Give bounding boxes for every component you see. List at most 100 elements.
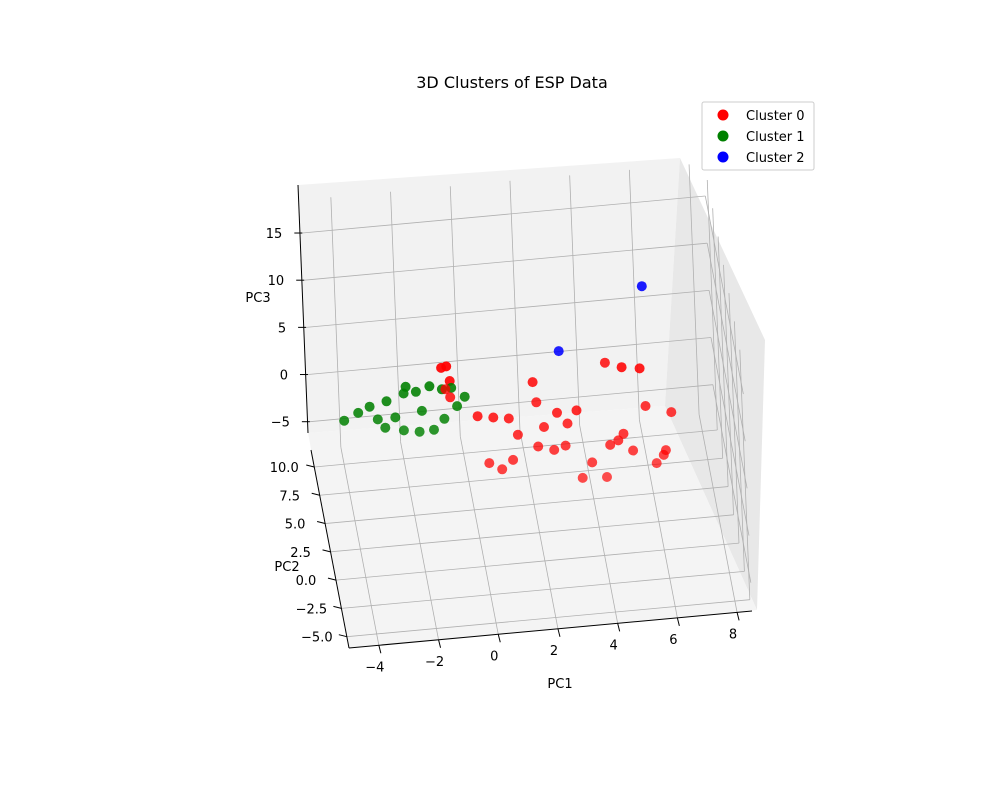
point-cluster-0 bbox=[571, 405, 582, 416]
z-grid-side bbox=[706, 243, 746, 442]
right-pane bbox=[665, 158, 765, 610]
point-cluster-0 bbox=[436, 362, 447, 373]
point-cluster-0 bbox=[562, 418, 573, 429]
z-grid-back bbox=[307, 337, 712, 375]
y-tick-label: 2.5 bbox=[290, 546, 311, 561]
x-tick bbox=[378, 645, 382, 654]
x-tick bbox=[497, 634, 501, 643]
x-grid-floor bbox=[579, 425, 619, 624]
y-grid-floor bbox=[325, 486, 729, 524]
x-tick-label: 0 bbox=[490, 649, 498, 664]
legend-label-0: Cluster 0 bbox=[746, 109, 805, 124]
point-cluster-0 bbox=[527, 377, 538, 388]
z-tick-label: 0 bbox=[280, 369, 288, 384]
x-axis-label: PC1 bbox=[547, 677, 572, 692]
floor-pane bbox=[308, 406, 757, 648]
y-axis-line bbox=[310, 449, 350, 649]
chart-title: 3D Clusters of ESP Data bbox=[416, 73, 608, 92]
x-grid-floor bbox=[519, 430, 559, 629]
point-cluster-2 bbox=[553, 346, 564, 357]
point-cluster-0 bbox=[497, 464, 508, 475]
point-cluster-1 bbox=[364, 401, 375, 412]
x-tick bbox=[676, 617, 680, 626]
x-tick bbox=[736, 612, 740, 621]
y-tick-label: 0.0 bbox=[296, 574, 317, 589]
x-grid-floor bbox=[459, 436, 499, 635]
back-pane bbox=[298, 158, 680, 433]
y-tick bbox=[338, 634, 347, 638]
point-cluster-0 bbox=[602, 472, 612, 482]
y-tick bbox=[311, 492, 320, 496]
z-grid-side bbox=[708, 290, 748, 489]
x-tick-label: 8 bbox=[729, 627, 737, 642]
legend-label-1: Cluster 1 bbox=[746, 130, 805, 145]
y-grid-floor bbox=[314, 429, 718, 468]
z-grid-side bbox=[712, 384, 752, 583]
x-grid-back bbox=[628, 169, 640, 420]
point-cluster-1 bbox=[380, 422, 391, 433]
y-tick-label: −2.5 bbox=[296, 602, 328, 617]
point-cluster-0 bbox=[488, 412, 499, 423]
tick-marks bbox=[294, 232, 740, 654]
legend: Cluster 0 Cluster 1 Cluster 2 bbox=[701, 101, 815, 171]
point-cluster-0 bbox=[512, 429, 523, 440]
y-tick-label: 5.0 bbox=[285, 518, 306, 533]
x-axis-line bbox=[348, 610, 753, 649]
legend-frame bbox=[701, 101, 815, 171]
z-axis-label: PC3 bbox=[245, 291, 270, 306]
point-cluster-1 bbox=[390, 412, 401, 423]
point-cluster-1 bbox=[414, 426, 425, 437]
point-cluster-0 bbox=[605, 439, 616, 450]
point-cluster-0 bbox=[613, 435, 624, 446]
point-cluster-2 bbox=[636, 281, 647, 292]
z-grid-back bbox=[306, 289, 710, 328]
point-cluster-1 bbox=[429, 424, 439, 435]
point-cluster-1 bbox=[410, 386, 421, 397]
y-tick bbox=[306, 464, 315, 468]
x-tick-label: −2 bbox=[425, 655, 444, 670]
point-cluster-0 bbox=[616, 362, 627, 373]
x-tick-label: 4 bbox=[610, 638, 618, 653]
point-cluster-1 bbox=[439, 413, 450, 424]
point-cluster-0 bbox=[484, 458, 495, 469]
point-cluster-1 bbox=[459, 391, 470, 402]
point-cluster-0 bbox=[539, 422, 549, 432]
x-grid-back bbox=[330, 197, 342, 448]
point-cluster-0 bbox=[666, 407, 677, 418]
point-cluster-0 bbox=[552, 407, 562, 418]
point-cluster-1 bbox=[353, 407, 364, 418]
x-tick bbox=[557, 628, 561, 637]
y-grid-floor bbox=[341, 571, 745, 609]
x-grid-back bbox=[449, 186, 461, 437]
y-tick-label: 7.5 bbox=[279, 489, 300, 504]
z-tick-label: 5 bbox=[278, 321, 286, 336]
point-cluster-1 bbox=[372, 414, 383, 425]
point-cluster-0 bbox=[658, 449, 669, 460]
y-axis-label: PC2 bbox=[274, 560, 299, 575]
z-tick-label: 10 bbox=[268, 274, 285, 289]
point-cluster-0 bbox=[549, 444, 560, 455]
z-axis-line bbox=[297, 184, 309, 434]
x-tick bbox=[617, 623, 621, 632]
x-tick-label: 2 bbox=[550, 644, 558, 659]
data-points bbox=[339, 281, 677, 483]
x-tick-label: −4 bbox=[365, 660, 384, 675]
z-tick-label: −5 bbox=[271, 416, 290, 431]
grid-lines bbox=[302, 164, 752, 646]
point-cluster-0 bbox=[472, 411, 483, 422]
point-cluster-1 bbox=[398, 388, 409, 399]
point-cluster-1 bbox=[416, 405, 427, 416]
x-grid-floor bbox=[340, 447, 380, 646]
point-cluster-1 bbox=[398, 425, 409, 436]
x-grid-back bbox=[569, 175, 581, 426]
x-grid-back bbox=[688, 164, 700, 415]
z-tick-label: 15 bbox=[266, 227, 283, 242]
z-grid-side bbox=[710, 337, 750, 536]
point-cluster-0 bbox=[533, 441, 544, 452]
point-cluster-0 bbox=[440, 384, 451, 395]
z-grid-side bbox=[704, 195, 744, 395]
tick-labels: −4 −2 0 2 4 6 8 −5.0 −2.5 0.0 2.5 5.0 7.5 10.0 −5 0 5 10 1… bbox=[266, 227, 737, 675]
legend-marker-0 bbox=[717, 109, 729, 121]
y-tick-label: 10.0 bbox=[270, 461, 299, 476]
